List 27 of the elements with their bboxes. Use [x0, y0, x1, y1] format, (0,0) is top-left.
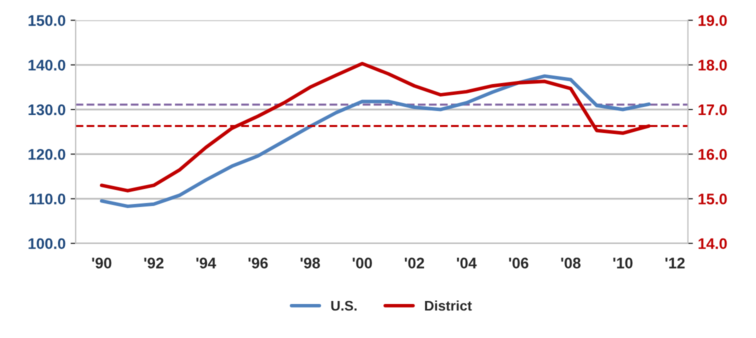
x-tick-label: '04	[456, 258, 477, 268]
x-tick-label: '12	[665, 258, 685, 268]
y-tick-label: 130.0	[28, 104, 66, 116]
y2-tick-label: 15.0	[698, 194, 727, 204]
y-tick-label: 140.0	[28, 60, 66, 71]
y2-tick-label: 18.0	[698, 60, 727, 71]
y2-tick-label: 14.0	[698, 238, 727, 250]
y-tick-label: 150.0	[28, 15, 66, 26]
legend-label: District	[425, 300, 472, 311]
x-tick-label: '06	[509, 258, 528, 268]
y-tick-label: 120.0	[28, 148, 66, 160]
y2-tick-label: 19.0	[698, 15, 727, 26]
x-tick-label: '02	[404, 258, 424, 268]
y2-tick-label: 17.0	[698, 104, 727, 116]
x-tick-label: '10	[613, 258, 633, 268]
x-tick-label: '96	[248, 258, 268, 268]
x-tick-label: '98	[300, 258, 320, 268]
y2-tick-label: 16.0	[698, 148, 727, 160]
x-tick-label: '90	[92, 258, 112, 268]
y-tick-label: 100.0	[28, 238, 66, 250]
y-tick-label: 110.0	[29, 194, 66, 204]
line-series	[100, 74, 651, 208]
x-tick-label: '08	[561, 258, 581, 268]
x-tick-label: '00	[352, 258, 372, 268]
legend-label: U.S.	[331, 300, 357, 311]
x-tick-label: '94	[196, 258, 216, 268]
x-tick-label: '92	[144, 258, 164, 268]
